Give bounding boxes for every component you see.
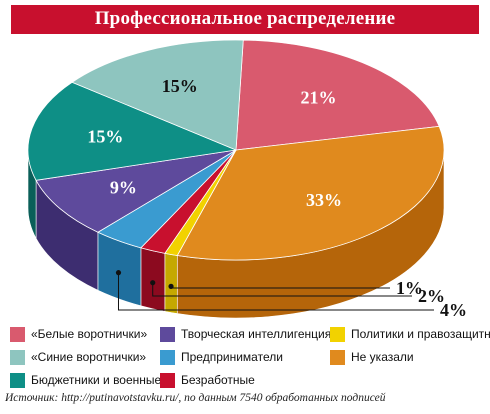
pie-slice-творческая-интеллигенция (35, 149, 237, 233)
legend-label: Бюджетники и военные (31, 373, 162, 387)
pie-slice-белые-воротнички (235, 39, 440, 151)
legend-label: «Синие воротнички» (31, 350, 147, 364)
legend-label: Предприниматели (181, 350, 283, 364)
source-note: Источник: http://putinavotstavku.ru/, по… (5, 392, 386, 404)
legend-swatch (10, 350, 25, 365)
legend-swatch (160, 373, 175, 388)
callout-line-предприниматели (117, 272, 434, 311)
slice-label-предприниматели: 4% (440, 300, 467, 320)
legend-swatch (10, 327, 25, 342)
pie-sides (27, 149, 445, 319)
callout-line-безработные (152, 282, 412, 297)
pie-slice-не-указали (176, 125, 445, 261)
legend-swatch (330, 327, 345, 342)
legend-swatch (160, 350, 175, 365)
legend-label: Творческая интеллигенция (181, 327, 332, 341)
legend-label: «Белые воротнички» (31, 327, 148, 341)
legend-label: Безработные (181, 373, 255, 387)
callout-line-политики-и-правозащитники (170, 286, 390, 289)
pie-callouts: 1%2%4% (115, 270, 467, 320)
slice-label-бюджетники-и-военные: 15% (87, 127, 123, 147)
legend-label: Не указали (351, 350, 414, 364)
legend-swatch (10, 373, 25, 388)
slice-label-творческая-интеллигенция: 9% (110, 178, 137, 198)
pie-tops (27, 39, 445, 261)
pie-side-политики-и-правозащитники (164, 253, 178, 314)
chart-title: Профессиональное распределение (94, 8, 396, 29)
pie-side-безработные (140, 247, 166, 312)
legend-swatch (330, 350, 345, 365)
slice-label-безработные: 2% (418, 286, 445, 306)
legend-label: Политики и правозащитники (351, 327, 490, 341)
pie-slice-бюджетники-и-военные (27, 81, 238, 181)
slice-label-политики-и-правозащитники: 1% (396, 278, 423, 298)
chart-title-bar: Профессиональное распределение (11, 5, 479, 34)
pie-chart: 21% 33% 9% 15% 15% 1%2%4% (27, 39, 467, 320)
slice-label-синие-воротнички: 15% (162, 76, 198, 96)
legend-swatch (160, 327, 175, 342)
slice-label-не-указали: 33% (306, 190, 342, 210)
pie-labels: 21% 33% 9% 15% 15% (87, 76, 342, 210)
slice-label-белые-воротнички: 21% (301, 88, 337, 108)
pie-slice-синие-воротнички (71, 39, 244, 151)
